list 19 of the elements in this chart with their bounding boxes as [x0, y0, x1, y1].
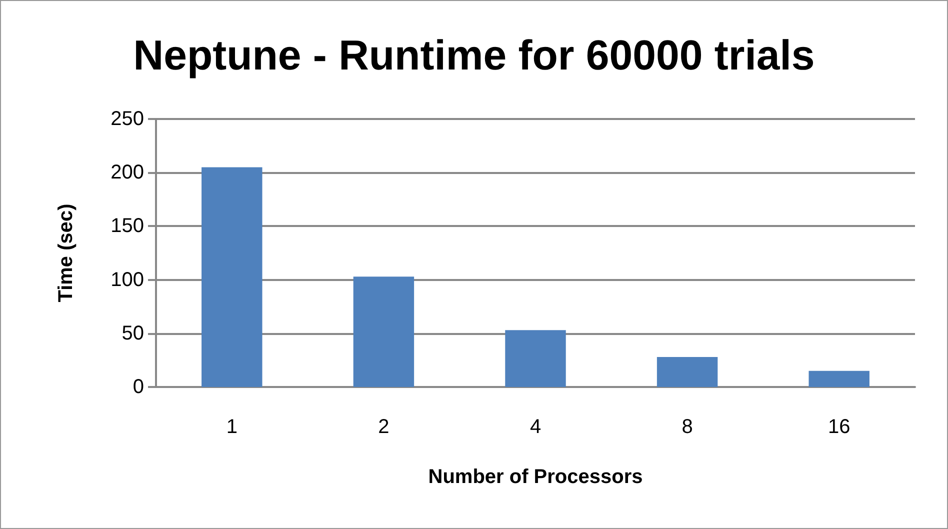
x-axis-title: Number of Processors	[428, 466, 643, 488]
y-axis-title: Time (sec)	[55, 204, 77, 302]
bar	[353, 276, 414, 387]
bar	[808, 370, 870, 387]
chart-title: Neptune - Runtime for 60000 trials	[133, 32, 815, 78]
y-tick-label: 200	[110, 162, 144, 184]
x-tick-label: 4	[530, 416, 542, 438]
y-tick-label: 0	[132, 376, 144, 398]
y-tick-label: 50	[122, 322, 144, 344]
x-tick-label: 1	[226, 416, 238, 438]
x-tick-label: 8	[682, 416, 693, 438]
bar	[202, 167, 262, 387]
y-tick-label: 250	[110, 108, 144, 130]
y-tick-label: 150	[110, 215, 144, 238]
x-tick-label: 16	[828, 416, 850, 438]
bar	[656, 356, 718, 387]
y-tick-label: 100	[110, 268, 144, 291]
bar	[505, 330, 566, 387]
x-tick-label: 2	[378, 416, 390, 438]
